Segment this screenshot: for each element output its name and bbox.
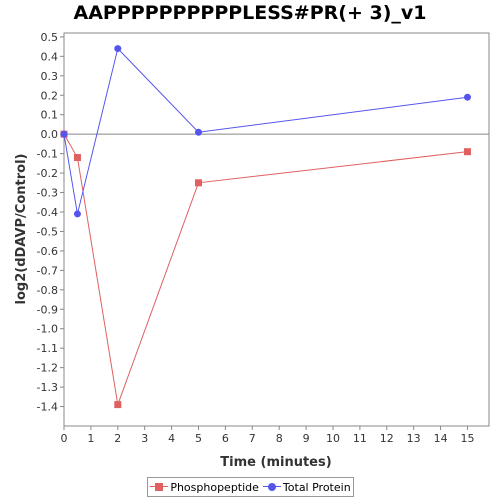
data-point xyxy=(114,45,122,53)
y-axis-label: log2(dDAVP/Control) xyxy=(14,154,29,305)
y-tick-label: 0.5 xyxy=(41,31,59,44)
x-tick-label: 3 xyxy=(141,432,148,445)
x-axis-label: Time (minutes) xyxy=(220,455,331,470)
y-tick-label: -1.0 xyxy=(37,323,58,336)
x-tick-label: 8 xyxy=(276,432,283,445)
y-tick-label: -0.2 xyxy=(37,167,58,180)
y-tick-label: -0.9 xyxy=(37,303,58,316)
y-tick-label: 0.3 xyxy=(41,70,59,83)
legend-item: Total Protein xyxy=(262,480,351,494)
x-tick-label: 9 xyxy=(303,432,310,445)
data-point xyxy=(60,130,68,138)
x-tick-label: 0 xyxy=(61,432,68,445)
y-tick-label: -0.5 xyxy=(37,225,58,238)
x-tick-label: 4 xyxy=(168,432,175,445)
data-point xyxy=(194,128,202,136)
x-tick-label: 13 xyxy=(407,432,421,445)
legend-swatch xyxy=(150,482,169,492)
x-tick-label: 1 xyxy=(87,432,94,445)
legend-label: Phosphopeptide xyxy=(170,480,259,494)
y-tick-label: -1.2 xyxy=(37,362,58,375)
legend-swatch xyxy=(262,482,281,492)
y-tick-label: -0.7 xyxy=(37,264,58,277)
x-tick-label: 7 xyxy=(249,432,256,445)
plot-area xyxy=(63,32,490,427)
y-tick-label: 0.0 xyxy=(41,128,59,141)
y-tick-label: -1.3 xyxy=(37,381,58,394)
y-tick-label: -1.1 xyxy=(37,342,58,355)
y-tick-label: 0.1 xyxy=(41,109,59,122)
y-tick-label: 0.4 xyxy=(41,50,59,63)
x-tick-label: 10 xyxy=(326,432,340,445)
y-tick-label: 0.2 xyxy=(41,89,59,102)
data-point xyxy=(73,210,81,218)
x-tick-label: 15 xyxy=(460,432,474,445)
x-tick-label: 2 xyxy=(114,432,121,445)
x-tick-label: 11 xyxy=(353,432,367,445)
x-tick-label: 6 xyxy=(222,432,229,445)
legend-label: Total Protein xyxy=(282,480,351,494)
x-tick-label: 5 xyxy=(195,432,202,445)
data-point xyxy=(114,401,122,409)
y-tick-label: -0.8 xyxy=(37,284,58,297)
data-point xyxy=(463,148,471,156)
y-tick-label: -0.6 xyxy=(37,245,58,258)
data-point xyxy=(463,93,471,101)
y-tick-label: -0.1 xyxy=(37,148,58,161)
legend-item: Phosphopeptide xyxy=(150,481,259,494)
y-tick-label: -1.4 xyxy=(37,401,58,414)
legend: Phosphopeptide Total Protein xyxy=(147,477,354,497)
data-point xyxy=(73,154,81,162)
x-tick-label: 14 xyxy=(434,432,448,445)
data-point xyxy=(194,179,202,187)
x-tick-label: 12 xyxy=(380,432,394,445)
chart-title: AAPPPPPPPPPPLESS#PR(+ 3)_v1 xyxy=(73,2,427,24)
y-tick-label: -0.4 xyxy=(37,206,58,219)
y-tick-label: -0.3 xyxy=(37,187,58,200)
